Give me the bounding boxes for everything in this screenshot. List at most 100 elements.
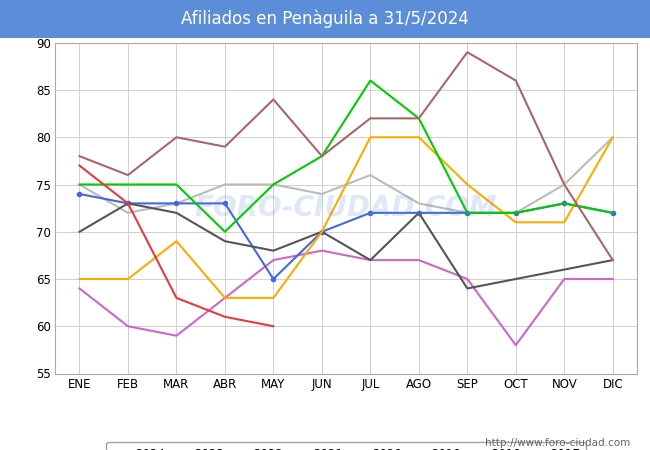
2024 [75,163,83,168]
2022 [463,210,471,216]
2023 [609,257,617,263]
2022 [270,276,278,282]
2020 [75,276,83,282]
2023 [463,286,471,291]
2023 [172,210,180,216]
2021 [75,182,83,187]
2019 [270,257,278,263]
2023 [560,267,568,272]
2023 [124,201,132,206]
2020 [124,276,132,282]
2023 [512,276,520,282]
2020 [609,135,617,140]
2024 [124,201,132,206]
2020 [367,135,374,140]
2017 [124,210,132,216]
2023 [221,238,229,244]
2021 [124,182,132,187]
Line: 2022: 2022 [77,192,615,281]
2020 [221,295,229,301]
2018 [221,144,229,149]
Line: 2023: 2023 [79,203,613,288]
2023 [75,229,83,234]
Text: FORO-CIUDAD.COM: FORO-CIUDAD.COM [195,194,497,222]
2023 [367,257,374,263]
2017 [221,182,229,187]
Line: 2017: 2017 [79,137,613,213]
2019 [172,333,180,338]
2018 [609,257,617,263]
2021 [415,116,422,121]
2019 [367,257,374,263]
2017 [172,201,180,206]
2021 [221,229,229,234]
2021 [512,210,520,216]
Line: 2018: 2018 [79,52,613,260]
2022 [172,201,180,206]
2020 [172,238,180,244]
Text: http://www.foro-ciudad.com: http://www.foro-ciudad.com [486,438,630,448]
2019 [318,248,326,253]
2017 [367,172,374,178]
2020 [512,220,520,225]
2022 [124,201,132,206]
2021 [318,153,326,159]
2018 [367,116,374,121]
2019 [463,276,471,282]
2018 [124,172,132,178]
2021 [609,210,617,216]
2019 [415,257,422,263]
2023 [318,229,326,234]
2023 [270,248,278,253]
2019 [75,286,83,291]
2018 [75,153,83,159]
2022 [318,229,326,234]
Line: 2020: 2020 [79,137,613,298]
2021 [270,182,278,187]
2023 [415,210,422,216]
Line: 2019: 2019 [79,251,613,345]
2020 [318,229,326,234]
2017 [270,182,278,187]
2024 [172,295,180,301]
2017 [415,201,422,206]
2018 [560,182,568,187]
Text: Afiliados en Penàguila a 31/5/2024: Afiliados en Penàguila a 31/5/2024 [181,10,469,28]
2019 [609,276,617,282]
2019 [512,342,520,348]
2022 [512,210,520,216]
2017 [463,210,471,216]
2018 [415,116,422,121]
2017 [560,182,568,187]
2020 [560,220,568,225]
Line: 2021: 2021 [79,81,613,232]
2021 [560,201,568,206]
2022 [367,210,374,216]
2019 [560,276,568,282]
2021 [367,78,374,83]
2022 [609,210,617,216]
2022 [560,201,568,206]
2024 [221,314,229,319]
2022 [75,191,83,197]
2022 [221,201,229,206]
2018 [172,135,180,140]
2019 [124,324,132,329]
2020 [415,135,422,140]
2022 [415,210,422,216]
2018 [270,97,278,102]
2020 [463,182,471,187]
2021 [172,182,180,187]
2020 [270,295,278,301]
2017 [512,210,520,216]
2017 [609,135,617,140]
2018 [463,50,471,55]
Line: 2024: 2024 [79,166,274,326]
Legend: 2024, 2023, 2022, 2021, 2020, 2019, 2018, 2017: 2024, 2023, 2022, 2021, 2020, 2019, 2018… [107,442,586,450]
2017 [318,191,326,197]
2024 [270,324,278,329]
2019 [221,295,229,301]
2018 [318,153,326,159]
2017 [75,182,83,187]
2021 [463,210,471,216]
